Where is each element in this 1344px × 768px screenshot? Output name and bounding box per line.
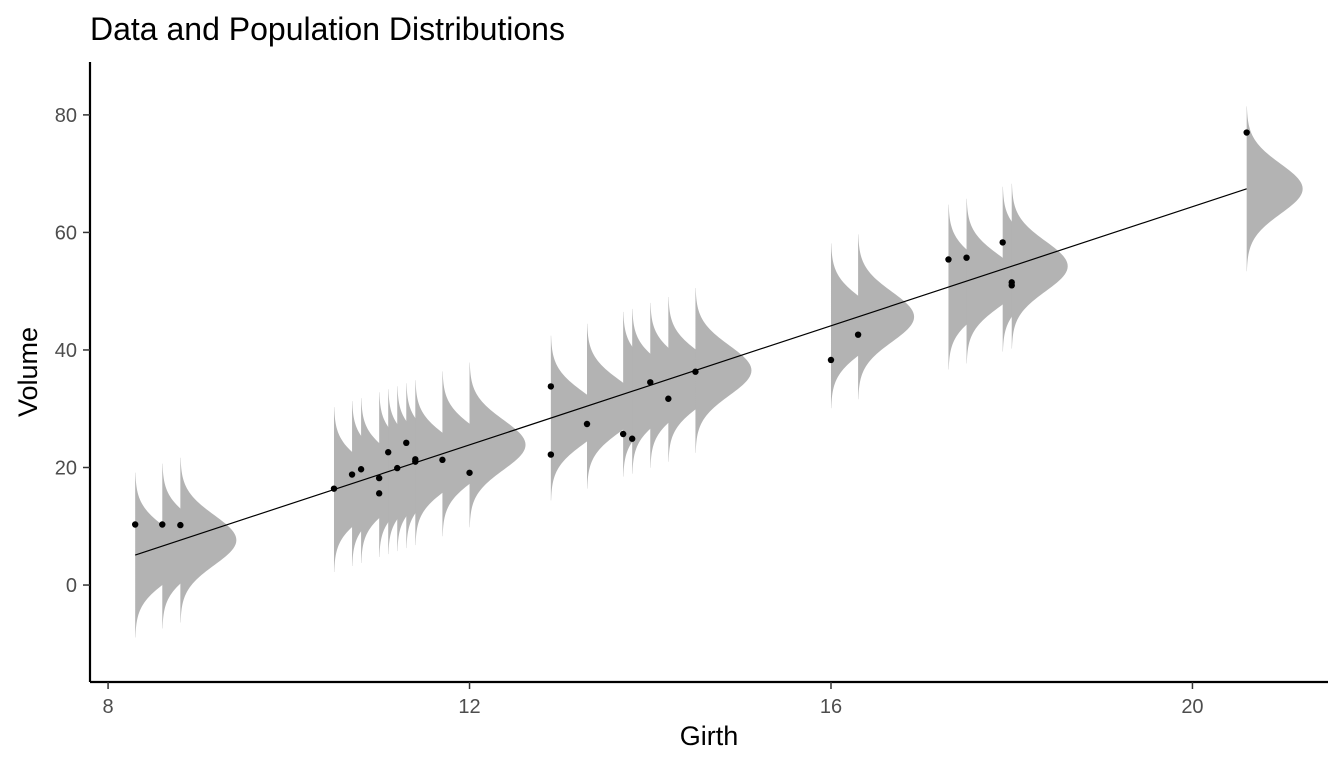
density-layer xyxy=(135,106,1303,638)
y-tick-label: 60 xyxy=(55,222,77,244)
data-point xyxy=(159,521,166,528)
density-curve xyxy=(695,288,752,453)
data-point xyxy=(583,420,591,428)
data-point xyxy=(854,331,862,338)
data-point xyxy=(177,521,184,529)
data-point xyxy=(963,254,970,261)
tick-layer: 8 12 16 20 0 20 40 60 80 xyxy=(55,105,1204,718)
regression-line xyxy=(134,188,1247,556)
density-curve xyxy=(550,335,607,501)
data-point xyxy=(547,451,555,458)
density-curve xyxy=(587,323,644,489)
y-tick-label: 80 xyxy=(55,105,77,127)
data-point xyxy=(945,256,952,263)
data-point xyxy=(628,435,636,442)
data-point xyxy=(999,239,1006,246)
data-point xyxy=(375,490,383,497)
points-layer xyxy=(131,129,1250,529)
regression-line-layer xyxy=(134,188,1247,556)
data-point xyxy=(1008,282,1015,289)
x-tick-label: 12 xyxy=(458,696,480,718)
data-point xyxy=(375,474,383,482)
data-point xyxy=(348,471,356,478)
density-curve xyxy=(1011,183,1068,349)
x-tick-label: 16 xyxy=(820,696,842,718)
density-curve xyxy=(469,362,526,528)
chart-title: Data and Population Distributions xyxy=(90,11,565,47)
data-point xyxy=(619,430,627,438)
data-point xyxy=(647,379,654,386)
data-point xyxy=(466,469,473,476)
y-tick-label: 40 xyxy=(55,340,77,362)
data-point xyxy=(412,456,419,463)
data-point xyxy=(403,439,410,447)
data-point xyxy=(330,485,338,492)
y-tick-label: 20 xyxy=(55,457,77,479)
x-tick-label: 8 xyxy=(103,696,114,718)
data-point xyxy=(827,356,835,364)
y-tick-label: 0 xyxy=(66,575,77,597)
density-curve xyxy=(1246,106,1303,272)
data-point xyxy=(357,466,365,473)
axes xyxy=(88,62,1328,684)
x-axis-title: Girth xyxy=(680,721,739,751)
density-curve xyxy=(966,198,1023,364)
data-point xyxy=(665,395,672,402)
data-point xyxy=(547,383,555,390)
data-point xyxy=(1243,129,1250,136)
y-axis-title: Volume xyxy=(13,327,43,417)
x-tick-label: 20 xyxy=(1181,696,1203,718)
data-point xyxy=(692,368,699,375)
data-point xyxy=(439,456,446,464)
density-curve xyxy=(180,457,237,623)
density-curve xyxy=(858,234,915,400)
data-point xyxy=(385,449,392,456)
data-point xyxy=(394,464,401,472)
data-point xyxy=(131,521,139,528)
